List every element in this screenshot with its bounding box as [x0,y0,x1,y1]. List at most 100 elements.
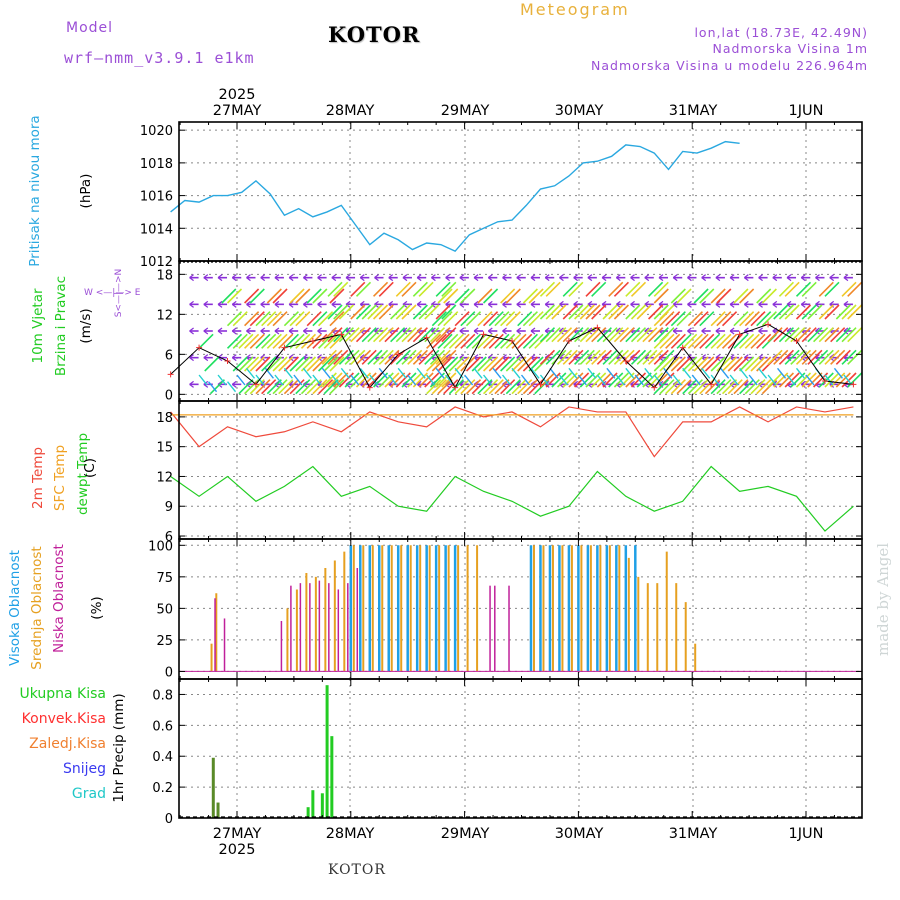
wind-vector [426,333,442,349]
wind-vector [761,288,777,304]
wind-vector [830,349,846,365]
wind-vector [665,379,681,395]
y-tick-label: 1016 [140,190,173,205]
wind-vector-low [359,367,369,379]
wind-level-arrow-head [288,274,294,282]
wind-level-arrow-head [473,274,479,282]
wind-level-arrow-head [189,300,194,308]
wind-vector [795,372,812,388]
wind-vector-low [596,374,606,386]
wind-vector [323,333,339,349]
wind-vector [773,304,789,320]
wind-level-arrow-head [800,274,806,282]
wind-level-arrow-head [843,300,849,308]
wind-level-arrow-head [544,300,550,308]
year-label-top: 2025 [219,87,256,103]
wind-vector-low [245,367,256,379]
wind-vector [545,304,561,320]
wind-vector [435,281,451,297]
wind-vector [522,379,538,395]
wind-vector-low [416,367,426,379]
wind-vector [435,327,451,343]
wind-vector [283,311,299,327]
wind-vector [407,327,423,343]
wind-vector [551,349,567,365]
x-label-bottom: 27MAY [213,826,262,842]
wind-level-arrow-head [359,274,365,282]
wind-vector [653,379,669,395]
wind-vector [539,281,556,297]
wind-vector [494,379,510,395]
wind-vector [329,356,345,372]
wind-vector [460,379,476,395]
wind-vector [807,372,823,388]
wind-vector [556,349,573,365]
wind-level-arrow-head [729,274,735,282]
wind-vector-low [729,374,739,386]
wind-level-arrow-head [246,274,251,282]
wind-gust-marker [708,381,715,388]
wind-vector [424,372,440,388]
wind-vector [198,333,214,349]
wind-level-arrow-head [758,327,763,335]
wind-vector [401,349,417,365]
wind-vector [591,372,607,388]
wind-vector [665,333,681,349]
wind-vector [744,356,760,372]
wind-vector [483,356,499,372]
wind-level-arrow-head [516,274,522,282]
wind-vector [205,312,219,326]
wind-vector [435,304,451,320]
wind-vector [847,327,863,343]
wind-vector [579,349,595,365]
wind-vector-low [511,367,521,379]
wind-vector [608,349,624,365]
y-tick-label: 0.4 [152,750,173,765]
wind-vector [528,333,544,349]
y-tick-label: 0.8 [152,688,173,703]
wind-vector [361,327,377,343]
wind-vector [278,379,294,395]
wind-vector [653,311,669,327]
wind-vector-low [691,374,701,386]
wind-level-arrow-head [231,354,237,362]
wind-vector [847,281,863,297]
wind-vector [418,304,434,320]
wind-vector-low [198,374,208,386]
wind-vector [209,379,226,395]
wind-vector [710,356,726,372]
wind-vector [693,311,709,327]
wind-vector [687,333,703,349]
wind-vector [682,379,698,395]
wind-vector [443,356,459,372]
wind-level-arrow-head [331,274,337,282]
wind-vector [465,333,482,349]
wind-level-arrow-head [416,274,422,282]
wind-vector [210,312,224,326]
wind-vector [801,349,817,365]
y-tick-label: 1020 [140,124,173,139]
wind-vector [312,379,328,395]
wind-vector [441,327,457,343]
wind-vector-low [558,374,568,386]
wind-vector [653,281,669,297]
wind-vector [333,349,349,365]
wind-vector [739,379,755,395]
wind-vector [648,281,664,297]
wind-vector [477,288,493,304]
wind-vector [418,372,434,388]
wind-level-arrow-head [786,300,792,308]
wind-vector [283,333,299,349]
wind-vector [676,311,692,327]
wind-vector [761,311,777,327]
wind-vector [835,304,851,320]
wind-level-arrow-head [644,300,650,308]
wind-vector [205,289,219,303]
wind-vector [494,311,510,327]
wind-vector [483,288,499,304]
wind-vector [602,327,618,343]
wind-vector [591,281,607,297]
wind-vector-low [549,367,559,379]
wind-vector [773,327,789,343]
wind-vector [289,288,305,304]
